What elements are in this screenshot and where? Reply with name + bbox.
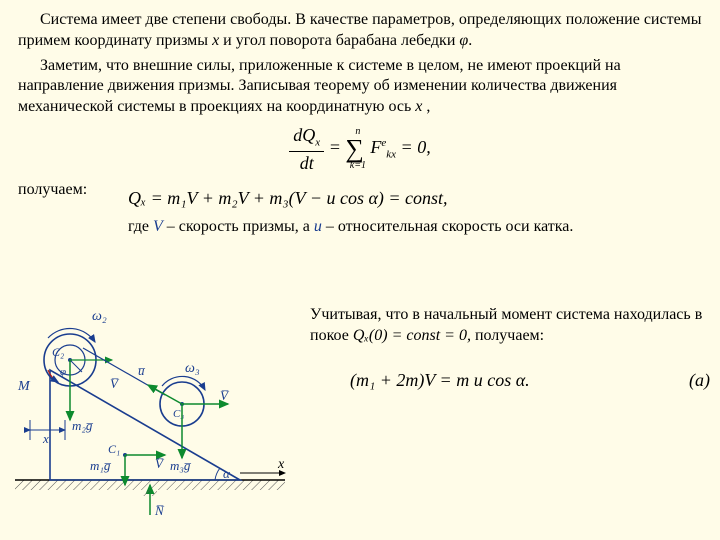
label-V1: V̅ — [155, 456, 165, 471]
sum-symbol: ∑ n k=1 — [345, 134, 370, 163]
var-V: V — [153, 218, 163, 235]
label-x: x — [42, 431, 49, 446]
var-x: x — [212, 32, 219, 49]
eq1-end: = 0, — [401, 137, 431, 157]
para2-a: Заметим, что внешние силы, приложенные к… — [18, 57, 621, 116]
para4-b: – скорость призмы, а — [167, 218, 314, 235]
para1-b: и угол поворота барабана лебедки — [223, 32, 459, 49]
label-c1: C₁ — [108, 442, 120, 456]
label-m3g: m₃g̅ — [170, 458, 191, 473]
label-M: M — [17, 379, 31, 394]
label-V2: V̅ — [110, 376, 120, 391]
para2-b: , — [422, 98, 430, 115]
para1-c: . — [468, 32, 472, 49]
mechanics-diagram: x α C₁ m₁g̅ V̅ C₂ ω₂ M φ m₂g̅ V̅ C₃ ω₃ u… — [10, 290, 300, 530]
sum-bot: k=1 — [350, 160, 366, 171]
para5-b: получаем: — [475, 327, 544, 344]
para3: получаем: — [18, 180, 128, 201]
eq1-num: dQ — [293, 125, 315, 145]
eq1-Fsup: e — [381, 137, 386, 149]
equation-2: Qₓ = m₁V + m₂V + m₃(V − u cos α) = const… — [128, 188, 702, 209]
eq-a-label: (a) — [689, 370, 710, 391]
equation-1: dQx dt = ∑ n k=1 Fekx = 0, — [18, 126, 702, 172]
eq-a-text: (m₁ + 2m)V = m u cos α. — [350, 370, 530, 390]
eq1-Fsub: kx — [386, 149, 396, 161]
label-omega3: ω₃ — [185, 361, 200, 376]
sum-top: n — [355, 126, 360, 137]
equation-a: (m₁ + 2m)V = m u cos α. (a) — [350, 370, 710, 391]
eq1-den: dt — [289, 152, 324, 172]
label-m2g: m₂g̅ — [72, 418, 93, 433]
eq1-sub: x — [315, 137, 320, 149]
label-alpha: α — [223, 466, 231, 481]
label-N: N̅ — [154, 503, 165, 518]
label-omega2: ω₂ — [92, 309, 107, 324]
label-c2: C₂ — [52, 345, 64, 359]
para4-c: – относительная скорость оси катка. — [326, 218, 574, 235]
eq1-F: F — [370, 137, 381, 157]
var-u: u — [314, 218, 322, 235]
label-m1g: m₁g̅ — [90, 458, 111, 473]
para4-a: где — [128, 218, 153, 235]
eq1-eq: = — [329, 137, 346, 157]
label-u: u̅ — [138, 363, 145, 378]
eq2-text: Qₓ = m₁V + m₂V + m₃(V − u cos α) = const… — [128, 188, 448, 208]
label-x-axis: x — [277, 457, 285, 472]
eq-q0: Qₓ(0) = const = 0, — [353, 327, 471, 344]
label-phi: φ — [60, 366, 66, 378]
var-phi: φ — [459, 32, 468, 49]
label-V3: V̅ — [220, 388, 230, 403]
